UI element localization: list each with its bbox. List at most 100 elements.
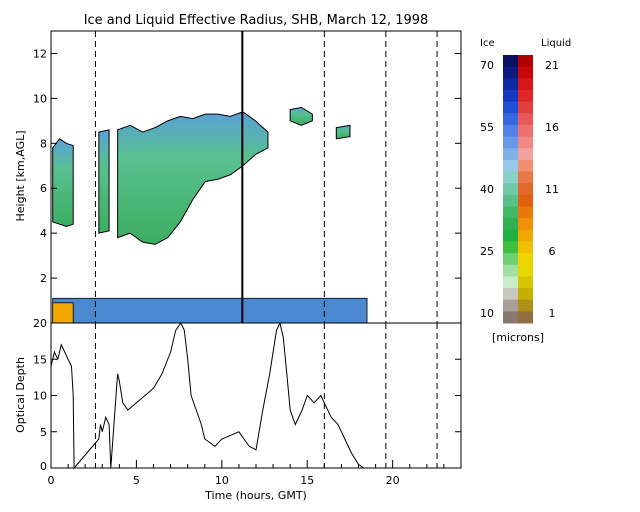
colorbar-ticks: 70 55 40 25 10 21 16 11 6 1 [480,59,559,320]
liquid-colorbar-tick-label: 1 [549,307,556,320]
liquid-colorbar-swatch [518,78,533,91]
optical-depth-tick-label: 20 [33,317,47,330]
height-axis-label: Height [km,AGL] [14,130,27,221]
ice-colorbar-swatch [503,55,518,68]
liquid-colorbar-swatch [518,136,533,149]
ice-colorbar-swatch [503,78,518,91]
ice-colorbar-swatch [503,206,518,219]
optical-depth-tick-label: 15 [33,353,47,366]
optical-depth-tick-label: 0 [40,460,47,473]
liquid-colorbar-swatch [518,218,533,231]
time-tick-label: 15 [300,474,314,487]
height-tick-label: 2 [40,272,47,285]
liquid-colorbar-swatch [518,66,533,79]
ice-colorbar-swatch [503,148,518,161]
liquid-colorbar-tick-label: 16 [545,121,559,134]
height-tick-label: 12 [33,47,47,60]
ice-colorbar-swatch [503,264,518,277]
height-tick-label: 10 [33,92,47,105]
ice-colorbar-tick-label: 70 [480,59,494,72]
liquid-colorbar-swatch [518,113,533,126]
time-tick-label: 5 [133,474,140,487]
ice-colorbar-swatch [503,218,518,231]
optical-depth-series [50,321,364,470]
ice-colorbar-swatch [503,136,518,149]
ice-colorbar-tick-label: 10 [480,307,494,320]
ice-colorbar-swatch [503,66,518,79]
liquid-colorbar-tick-label: 21 [545,59,559,72]
ice-cloud-region-2 [98,129,110,234]
liquid-colorbar-swatch [518,183,533,196]
ice-colorbar-swatch [503,253,518,266]
colorbar-ice-header: Ice [480,38,495,49]
ice-colorbar-swatch [503,299,518,312]
ice-colorbar [503,55,518,324]
height-tick-label: 6 [40,182,47,195]
ice-colorbar-swatch [503,229,518,242]
height-tick-label: 4 [40,227,47,240]
liquid-colorbar-swatch [518,194,533,207]
liquid-cloud-layer [52,297,368,324]
liquid-colorbar-swatch [518,124,533,138]
time-axis-label: Time (hours, GMT) [204,489,307,502]
liquid-colorbar-swatch [518,311,533,324]
height-tick-label: 8 [40,137,47,150]
liquid-colorbar-swatch [518,159,533,173]
liquid-colorbar-swatch [518,241,533,254]
liquid-colorbar-swatch [518,55,533,68]
liquid-colorbar-tick-label: 11 [545,183,559,196]
ice-colorbar-swatch [503,288,518,301]
liquid-colorbar-swatch [518,101,533,114]
colorbar-units: [microns] [492,331,544,344]
liquid-colorbar-swatch [518,89,533,103]
time-tick-label: 10 [215,474,229,487]
liquid-colorbar-swatch [518,276,533,289]
liquid-colorbar-swatch [518,264,533,277]
liquid-colorbar [518,55,533,324]
liquid-colorbar-tick-label: 6 [549,245,556,258]
ice-colorbar-swatch [503,159,518,173]
optical-depth-tick-label: 5 [40,426,47,439]
liquid-colorbar-swatch [518,171,533,184]
ice-cloud-region-5 [335,124,351,140]
ice-colorbar-swatch [503,89,518,103]
ice-cloud-region-3 [117,111,269,245]
bottom-vertical-lines [94,323,438,468]
liquid-colorbar-swatch [518,253,533,266]
liquid-cloud-early-patch [52,302,74,324]
radius-panel: 2 4 6 8 10 12 Height [km,AGL] [14,30,462,324]
ice-colorbar-swatch [503,311,518,324]
liquid-colorbar-swatch [518,299,533,312]
optical-depth-panel: 0 5 10 15 20 0 5 10 15 20 Optical Depth Time (ho… [14,317,462,502]
ice-colorbar-swatch [503,183,518,196]
time-axis: 0 5 10 15 20 [48,460,445,487]
ice-colorbar-tick-label: 40 [480,183,494,196]
ice-colorbar-swatch [503,113,518,126]
ice-colorbar-tick-label: 55 [480,121,494,134]
ice-cloud-layer [52,106,351,245]
liquid-colorbar-swatch [518,229,533,242]
colorbar-liquid-header: Liquid [541,38,571,49]
time-tick-label: 0 [48,474,55,487]
liquid-colorbar-swatch [518,206,533,219]
liquid-colorbar-swatch [518,288,533,301]
ice-colorbar-swatch [503,101,518,114]
ice-colorbar-tick-label: 25 [480,245,494,258]
optical-depth-tick-label: 10 [33,390,47,403]
ice-colorbar-swatch [503,241,518,254]
liquid-colorbar-swatch [518,148,533,161]
radius-panel-frame [50,30,462,324]
ice-cloud-region-4 [289,106,313,126]
ice-colorbar-swatch [503,276,518,289]
ice-colorbar-swatch [503,194,518,207]
top-vertical-lines [94,31,438,323]
colorbar: Ice Liquid 70 55 40 25 10 21 16 11 6 1 [microns] [480,38,571,344]
optical-depth-axis-label: Optical Depth [14,357,27,433]
liquid-cloud-band [52,297,368,324]
time-tick-label: 20 [386,474,400,487]
ice-colorbar-swatch [503,171,518,184]
ice-cloud-region-1 [52,138,74,227]
ice-colorbar-swatch [503,124,518,138]
height-axis: 2 4 6 8 10 12 [33,47,461,285]
